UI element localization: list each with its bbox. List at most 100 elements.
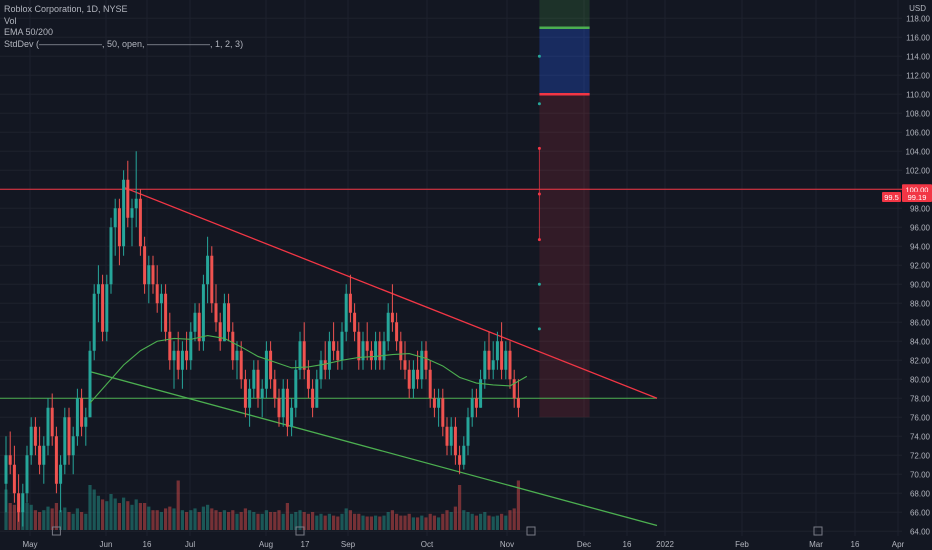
candle-body bbox=[117, 208, 121, 247]
symbol-title[interactable]: Roblox Corporation, 1D, NYSE bbox=[4, 4, 128, 14]
y-tick-label: 112.00 bbox=[906, 71, 930, 80]
candle-body bbox=[172, 350, 176, 361]
position-profit-zone bbox=[539, 0, 590, 28]
price-tag-label: 100.00 bbox=[906, 185, 929, 194]
ema-label[interactable]: EMA 50/200 bbox=[4, 27, 54, 37]
candle-body bbox=[445, 426, 449, 446]
volume-bar bbox=[306, 513, 310, 530]
candle-body bbox=[33, 426, 37, 446]
candle-body bbox=[54, 436, 58, 484]
volume-bar bbox=[407, 513, 411, 530]
candle-body bbox=[378, 341, 382, 361]
volume-bar bbox=[130, 504, 134, 530]
candle-body bbox=[361, 341, 365, 361]
volume-bar bbox=[269, 512, 273, 530]
volume-bar bbox=[273, 512, 277, 530]
candle-body bbox=[59, 464, 63, 484]
candle-body bbox=[390, 312, 394, 323]
x-tick-label: 16 bbox=[623, 540, 632, 549]
volume-bar bbox=[248, 510, 252, 530]
candle-body bbox=[193, 312, 197, 332]
volume-bar bbox=[516, 480, 520, 530]
volume-bar bbox=[315, 515, 319, 530]
candle-body bbox=[248, 388, 252, 408]
volume-bar bbox=[75, 508, 79, 530]
volume-bar bbox=[189, 510, 193, 530]
y-tick-label: 78.00 bbox=[910, 394, 931, 403]
volume-bar bbox=[395, 513, 399, 530]
volume-bar bbox=[214, 510, 218, 530]
x-tick-label: 2022 bbox=[656, 540, 674, 549]
candle-body bbox=[269, 350, 273, 380]
candle-body bbox=[17, 493, 21, 513]
y-tick-label: 102.00 bbox=[906, 166, 931, 175]
y-tick-label: 72.00 bbox=[910, 451, 931, 460]
candle-body bbox=[424, 350, 428, 370]
candle-body bbox=[386, 312, 390, 342]
candle-body bbox=[231, 331, 235, 361]
y-tick-label: 76.00 bbox=[910, 413, 931, 422]
candle-body bbox=[403, 360, 407, 370]
volume-label[interactable]: Vol bbox=[4, 15, 17, 26]
volume-bar bbox=[323, 515, 327, 530]
stddev-label[interactable]: StdDev (———————, 50, open, ———————, 1, 2… bbox=[4, 38, 244, 49]
candle-body bbox=[495, 341, 499, 361]
candle-body bbox=[101, 284, 105, 332]
candle-body bbox=[491, 360, 495, 370]
candle-body bbox=[432, 398, 436, 408]
candle-body bbox=[290, 407, 294, 427]
volume-bar bbox=[59, 510, 63, 530]
volume-bar bbox=[256, 513, 260, 530]
x-tick-label: Sep bbox=[341, 540, 356, 549]
stddev-dot bbox=[537, 146, 541, 150]
currency-label[interactable]: USD bbox=[909, 4, 926, 13]
x-tick-label: 16 bbox=[851, 540, 860, 549]
volume-bar bbox=[487, 515, 491, 530]
candle-body bbox=[302, 341, 306, 370]
candle-body bbox=[357, 331, 361, 361]
stddev-dot bbox=[537, 327, 541, 331]
x-tick-label: Oct bbox=[421, 540, 434, 549]
volume-bar bbox=[101, 499, 105, 530]
volume-bar bbox=[185, 512, 189, 530]
stddev-dot bbox=[537, 238, 541, 242]
candle-body bbox=[42, 445, 46, 465]
volume-bar bbox=[285, 503, 289, 530]
volume-bar bbox=[386, 512, 390, 530]
candle-body bbox=[21, 493, 25, 513]
candle-body bbox=[126, 179, 130, 218]
volume-bar bbox=[84, 513, 88, 530]
volume-bar bbox=[327, 513, 331, 530]
candle-body bbox=[143, 246, 147, 285]
x-tick-label: Dec bbox=[577, 540, 591, 549]
candle-body bbox=[500, 341, 504, 370]
candle-body bbox=[332, 341, 336, 351]
volume-bar bbox=[311, 512, 315, 530]
volume-bar bbox=[138, 503, 142, 530]
candle-body bbox=[96, 284, 100, 294]
volume-bar bbox=[92, 489, 96, 530]
candle-body bbox=[437, 398, 441, 408]
volume-bar bbox=[222, 510, 226, 530]
volume-bar bbox=[206, 504, 210, 530]
candle-body bbox=[88, 350, 92, 418]
candle-body bbox=[453, 426, 457, 456]
candle-body bbox=[25, 455, 29, 494]
y-tick-label: 114.00 bbox=[906, 52, 930, 61]
earnings-marker bbox=[526, 526, 536, 536]
x-tick-label: Aug bbox=[259, 540, 273, 549]
candle-body bbox=[218, 322, 222, 342]
candle-body bbox=[168, 331, 172, 361]
candle-body bbox=[374, 341, 378, 361]
volume-bar bbox=[508, 510, 512, 530]
y-tick-label: 70.00 bbox=[910, 470, 931, 479]
candle-body bbox=[109, 227, 113, 285]
candle-body bbox=[416, 369, 420, 380]
volume-bar bbox=[126, 501, 130, 530]
volume-bar bbox=[252, 512, 256, 530]
volume-bar bbox=[294, 512, 298, 530]
volume-bar bbox=[201, 506, 205, 530]
candle-body bbox=[235, 350, 239, 361]
price-tag bbox=[902, 191, 932, 202]
